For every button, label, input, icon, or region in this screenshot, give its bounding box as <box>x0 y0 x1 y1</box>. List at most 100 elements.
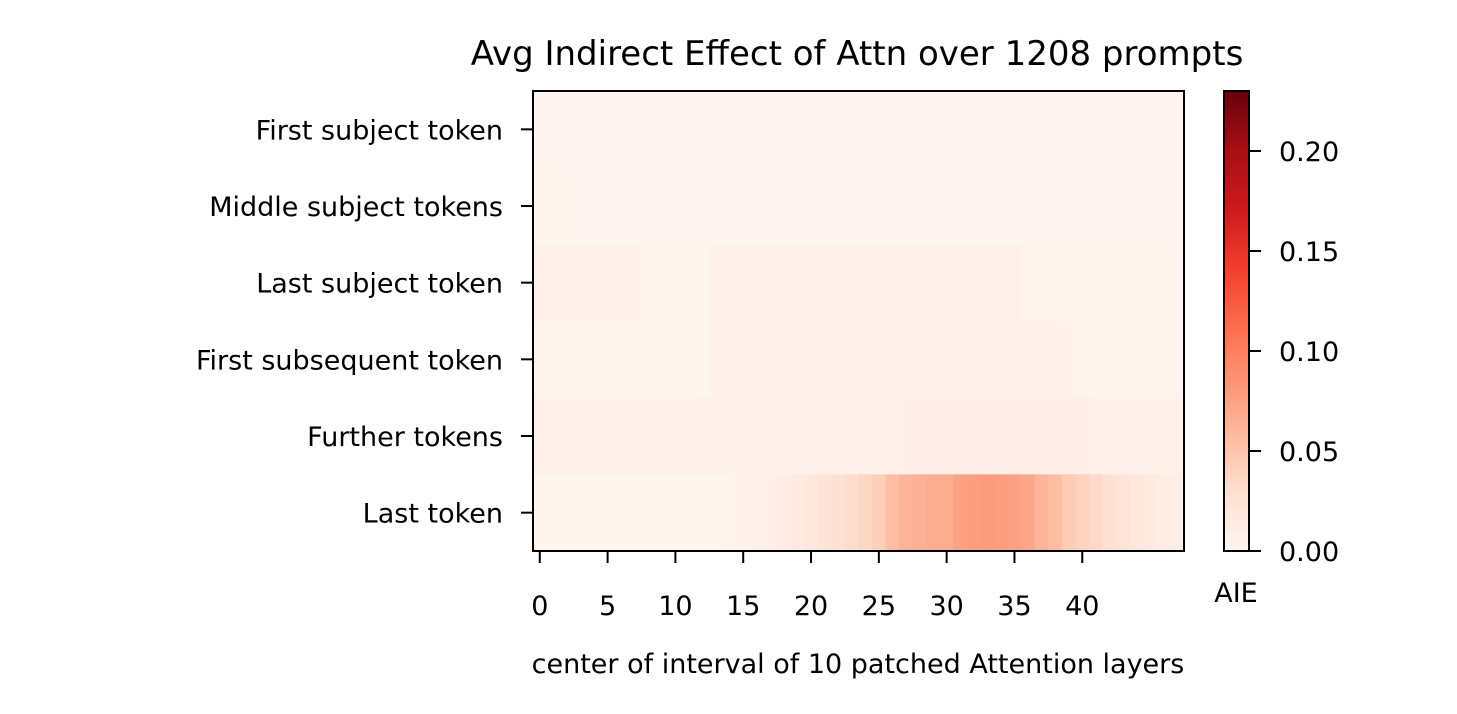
heatmap-cell <box>885 167 900 245</box>
heatmap-cell <box>804 91 819 169</box>
heatmap-cell <box>1007 91 1022 169</box>
heatmap-cell <box>668 321 683 399</box>
heatmap-cell <box>967 91 982 169</box>
heatmap-cell <box>858 244 873 322</box>
heatmap-cell <box>736 167 751 245</box>
heatmap-cell <box>722 474 738 552</box>
heatmap-cell <box>1034 397 1049 475</box>
heatmap-cell <box>899 474 914 552</box>
colorbar-frame <box>1223 90 1250 552</box>
heatmap-cell <box>682 91 697 169</box>
heatmap-cell <box>1061 321 1077 399</box>
heatmap-cells <box>533 91 1185 552</box>
heatmap-cell <box>926 397 941 475</box>
heatmap-cell <box>980 474 995 552</box>
heatmap-cell <box>1129 474 1144 552</box>
x-axis: 0 5 10 15 20 25 30 35 40 <box>531 551 1099 622</box>
heatmap-cell <box>967 244 982 322</box>
heatmap-cell <box>587 474 602 552</box>
heatmap-cell <box>1143 91 1158 169</box>
heatmap-cell <box>1143 244 1158 322</box>
heatmap-cell <box>736 91 751 169</box>
heatmap-cell <box>980 91 995 169</box>
heatmap-cell <box>614 167 629 245</box>
heatmap-cell <box>1061 474 1077 552</box>
heatmap-cell <box>560 244 575 322</box>
heatmap-cell <box>533 244 548 322</box>
heatmap-cell <box>1089 167 1104 245</box>
heatmap-cell <box>655 91 670 169</box>
heatmap-cell <box>1048 397 1063 475</box>
heatmap-cell <box>682 167 697 245</box>
heatmap-cell <box>858 321 873 399</box>
heatmap-cell <box>763 397 778 475</box>
heatmap-cell <box>533 321 548 399</box>
x-tick-label: 30 <box>929 591 963 622</box>
heatmap-cell <box>885 321 900 399</box>
heatmap-cell <box>614 474 629 552</box>
heatmap-cell <box>926 91 941 169</box>
heatmap-cell <box>844 91 860 169</box>
heatmap-cell <box>560 167 575 245</box>
heatmap-cell <box>1116 397 1131 475</box>
heatmap-cell <box>668 474 683 552</box>
heatmap-cell <box>560 474 575 552</box>
heatmap-cell <box>899 167 914 245</box>
heatmap-cell <box>1156 397 1172 475</box>
heatmap-cell <box>1143 321 1158 399</box>
heatmap-cell <box>695 244 710 322</box>
heatmap-cell <box>668 397 683 475</box>
heatmap-cell <box>546 397 561 475</box>
heatmap-cell <box>614 397 629 475</box>
heatmap-cell <box>872 167 887 245</box>
heatmap-cell <box>804 321 819 399</box>
heatmap-cell <box>926 167 941 245</box>
heatmap-cell <box>709 321 724 399</box>
heatmap-cell <box>1034 244 1049 322</box>
heatmap-cell <box>641 321 656 399</box>
heatmap-cell <box>1170 167 1185 245</box>
heatmap-cell <box>1034 321 1049 399</box>
heatmap-cell <box>709 397 724 475</box>
heatmap-cell <box>844 397 860 475</box>
x-tick-label: 25 <box>862 591 896 622</box>
heatmap-cell <box>899 321 914 399</box>
heatmap-cell <box>939 474 955 552</box>
heatmap-cell <box>750 321 765 399</box>
heatmap-cell <box>994 397 1009 475</box>
heatmap-cell <box>546 91 561 169</box>
heatmap-cell <box>1034 474 1049 552</box>
chart-title: Avg Indirect Effect of Attn over 1208 pr… <box>471 34 1244 74</box>
heatmap-cell <box>682 321 697 399</box>
heatmap-cell <box>600 244 615 322</box>
heatmap-cell <box>668 167 683 245</box>
heatmap-cell <box>967 397 982 475</box>
heatmap-cell <box>1102 244 1117 322</box>
heatmap-cell <box>1156 321 1172 399</box>
heatmap-cell <box>777 167 792 245</box>
heatmap-cell <box>804 397 819 475</box>
heatmap-cell <box>546 167 561 245</box>
x-tick-label: 0 <box>531 591 548 622</box>
heatmap-cell <box>777 91 792 169</box>
heatmap-cell <box>831 321 846 399</box>
heatmap-cell <box>722 91 738 169</box>
heatmap-cell <box>600 91 615 169</box>
heatmap-cell <box>831 474 846 552</box>
heatmap-cell <box>804 167 819 245</box>
heatmap-cell <box>709 474 724 552</box>
heatmap-cell <box>1007 397 1022 475</box>
heatmap-cell <box>546 321 561 399</box>
heatmap-cell <box>682 474 697 552</box>
heatmap-cell <box>695 167 710 245</box>
heatmap-cell <box>655 321 670 399</box>
heatmap-cell <box>546 474 561 552</box>
heatmap-cell <box>1007 474 1022 552</box>
heatmap-cell <box>1102 321 1117 399</box>
heatmap-cell <box>722 397 738 475</box>
heatmap-cell <box>980 167 995 245</box>
heatmap-cell <box>1102 474 1117 552</box>
heatmap-cell <box>1156 474 1172 552</box>
colorbar-ticks: 0.00 0.05 0.10 0.15 0.20 <box>1249 137 1339 568</box>
heatmap-cell <box>1129 321 1144 399</box>
